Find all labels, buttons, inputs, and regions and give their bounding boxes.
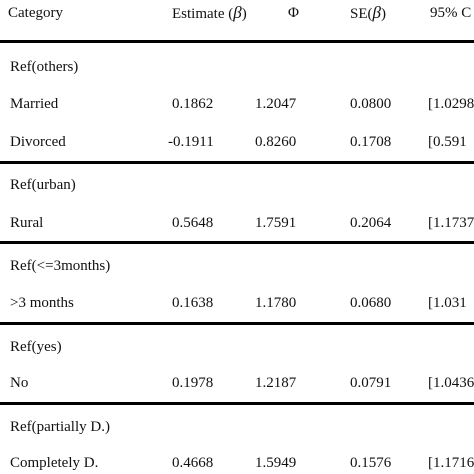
header-phi: Φ [288,5,299,21]
row-label: Completely D. [10,455,99,471]
row-label: Married [10,96,59,112]
ref-label: Ref(others) [10,59,79,75]
row-ci: [1.1716 [428,455,474,471]
ref-label: Ref(<=3months) [10,258,111,274]
row-se: 0.0791 [350,375,392,391]
row-phi: 0.8260 [255,134,297,150]
ref-label: Ref(urban) [10,177,76,193]
group-rule [0,241,474,244]
row-phi: 1.7591 [255,215,297,231]
header-ci: 95% C [430,5,472,21]
row-label: >3 months [10,295,74,311]
ref-label: Ref(yes) [10,339,62,355]
group-rule [0,322,474,325]
row-ci: [1.0298 [428,96,474,112]
ref-label: Ref(partially D.) [10,419,110,435]
row-label: No [10,375,29,391]
row-label: Divorced [10,134,66,150]
row-phi: 1.1780 [255,295,297,311]
row-label: Rural [10,215,44,231]
group-rule [0,402,474,405]
row-estimate: -0.1911 [168,134,214,150]
row-se: 0.1708 [350,134,392,150]
row-ci: [1.031 [428,295,467,311]
header-rule [0,40,474,43]
header-category: Category [8,5,63,21]
row-estimate: 0.1978 [172,375,214,391]
row-estimate: 0.1862 [172,96,214,112]
header-estimate: Estimate (β) [172,3,247,23]
group-rule [0,161,474,164]
row-estimate: 0.4668 [172,455,214,471]
row-ci: [0.591 [428,134,467,150]
row-estimate: 0.1638 [172,295,214,311]
row-se: 0.0680 [350,295,392,311]
row-phi: 1.5949 [255,455,297,471]
row-se: 0.2064 [350,215,392,231]
row-se: 0.1576 [350,455,392,471]
row-estimate: 0.5648 [172,215,214,231]
row-phi: 1.2187 [255,375,297,391]
row-se: 0.0800 [350,96,392,112]
header-se: SE(β) [350,3,386,23]
row-ci: [1.1737 [428,215,474,231]
row-phi: 1.2047 [255,96,297,112]
row-ci: [1.0436 [428,375,474,391]
